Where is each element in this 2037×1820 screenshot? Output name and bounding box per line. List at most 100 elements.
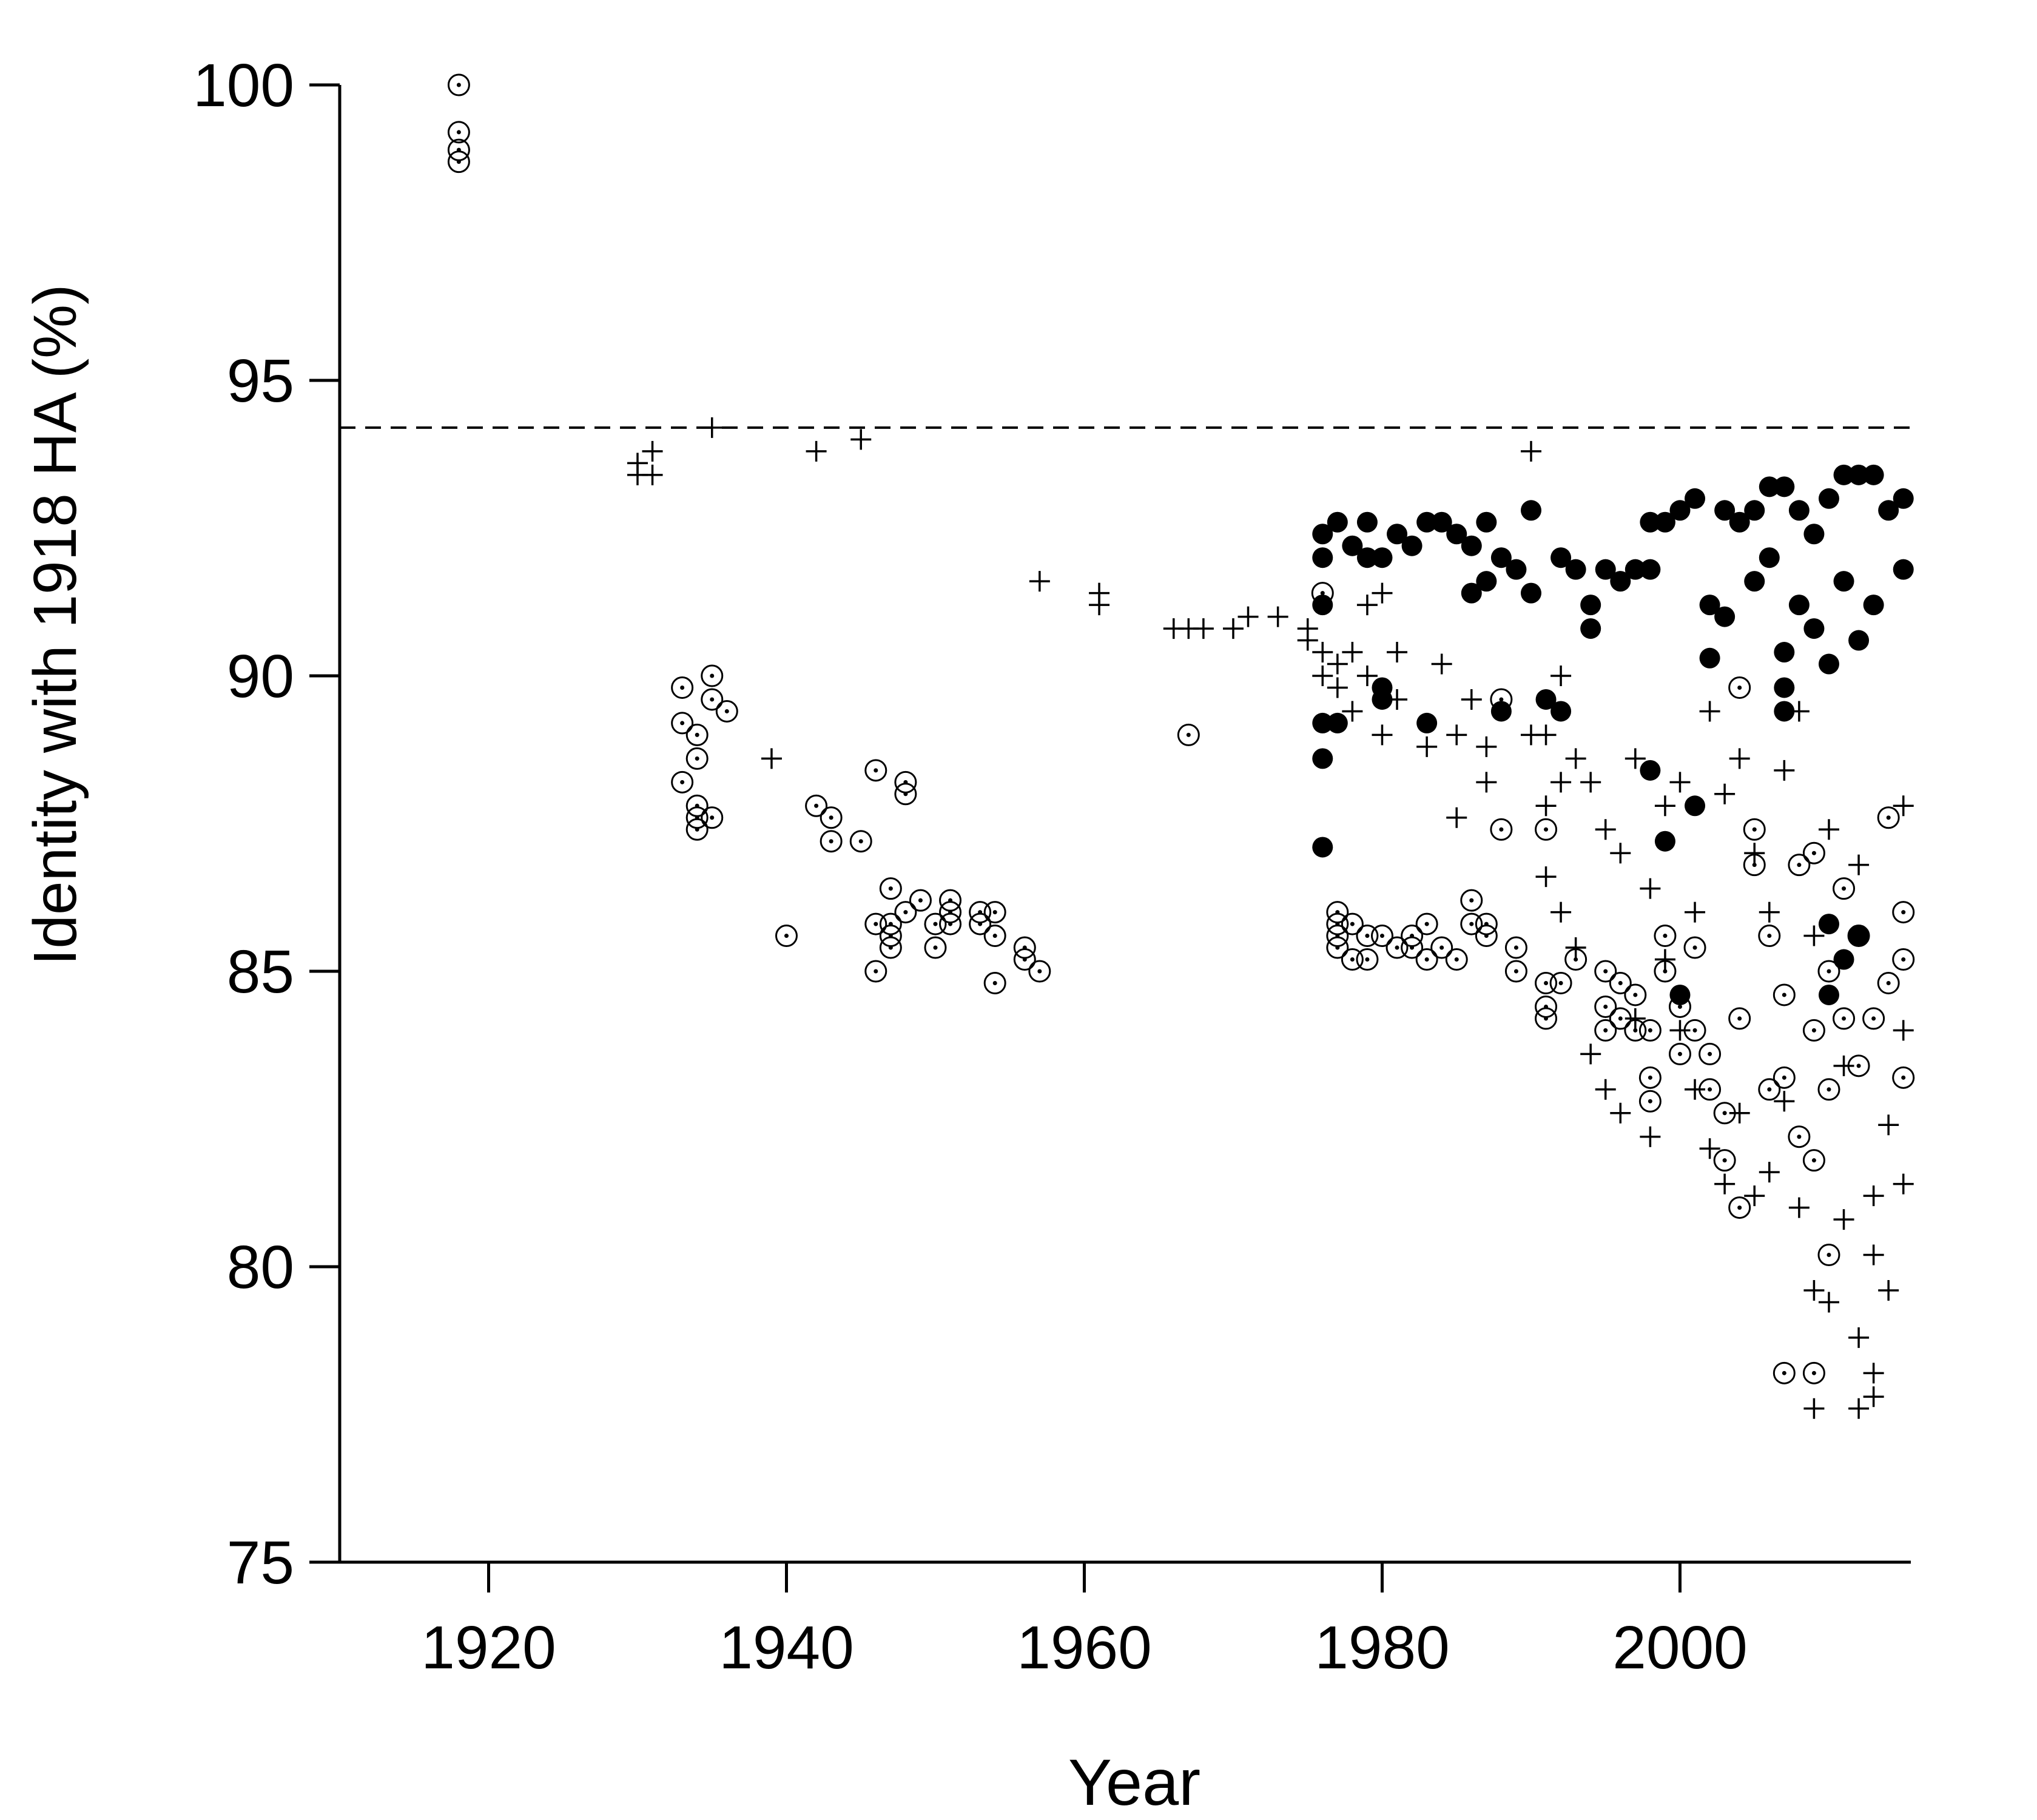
point [1610, 843, 1631, 864]
point [1714, 783, 1736, 804]
point [1461, 535, 1482, 556]
point [820, 806, 843, 829]
point [1877, 806, 1900, 829]
marker-dot [710, 673, 715, 678]
marker-disc [1788, 500, 1810, 521]
marker-ring [1326, 936, 1349, 959]
point [1803, 925, 1825, 946]
point [1372, 582, 1393, 604]
point [1535, 795, 1557, 817]
marker-dot [695, 827, 699, 832]
point [1640, 1126, 1661, 1147]
point [1699, 1042, 1722, 1065]
marker-ring [1341, 948, 1364, 971]
marker-disc [1848, 630, 1870, 651]
point [879, 912, 902, 935]
point [1848, 1398, 1870, 1419]
marker-disc [1431, 511, 1452, 533]
point [1654, 925, 1677, 948]
point [1327, 677, 1348, 698]
marker-dot [1395, 945, 1399, 950]
marker-disc [1685, 795, 1706, 817]
marker-disc [1759, 476, 1780, 497]
marker-disc [1774, 701, 1795, 722]
point [983, 901, 1006, 924]
marker-disc [1878, 500, 1899, 521]
point [1504, 936, 1527, 959]
marker-dot [1410, 945, 1415, 950]
point [775, 925, 798, 948]
marker-plus [1729, 1102, 1750, 1124]
point [1833, 1209, 1854, 1230]
marker-dot [1499, 697, 1504, 702]
point [1535, 971, 1558, 994]
marker-disc [1818, 914, 1839, 935]
marker-plus [1685, 902, 1706, 923]
marker-dot [1708, 1051, 1712, 1056]
point [1818, 984, 1839, 1005]
marker-ring [1594, 960, 1617, 983]
point [1788, 1197, 1810, 1218]
point [447, 73, 470, 96]
point [1802, 841, 1825, 864]
marker-dot [1677, 1004, 1682, 1009]
marker-ring [924, 936, 947, 959]
point [1297, 618, 1318, 639]
point [761, 748, 782, 769]
marker-dot [680, 721, 685, 726]
point [1327, 712, 1348, 733]
marker-plus [1714, 1173, 1736, 1195]
marker-ring [1773, 1066, 1796, 1089]
point [894, 901, 917, 924]
marker-ring [1370, 925, 1393, 948]
point [1744, 843, 1765, 864]
x-tick-label: 1940 [719, 1614, 854, 1682]
marker-dot [1842, 886, 1847, 891]
marker-ring [1668, 1042, 1691, 1065]
point [1699, 595, 1720, 616]
point [1446, 524, 1467, 545]
point [1326, 936, 1349, 959]
marker-dot [1752, 827, 1757, 832]
x-tick-label: 1960 [1017, 1614, 1151, 1682]
marker-dot [1901, 1075, 1906, 1080]
point [1638, 1066, 1662, 1089]
marker-plus [1342, 701, 1363, 722]
marker-plus [1461, 689, 1482, 710]
point [1029, 571, 1050, 592]
y-tick-label: 75 [227, 1529, 294, 1597]
marker-ring [1609, 971, 1632, 994]
marker-dot [1827, 1087, 1831, 1092]
point [1416, 511, 1438, 533]
point [1535, 724, 1557, 746]
point [850, 429, 872, 450]
marker-dot [680, 780, 685, 784]
point [1818, 914, 1839, 935]
marker-dot [1886, 980, 1891, 985]
marker-dot [1663, 969, 1668, 974]
marker-dot [992, 934, 997, 939]
marker-plus [1342, 642, 1363, 663]
marker-plus [1595, 819, 1616, 840]
marker-disc [1714, 606, 1736, 627]
point [1520, 582, 1541, 604]
point [1460, 889, 1483, 912]
point [1774, 476, 1795, 497]
marker-disc [1848, 925, 1870, 946]
point [820, 830, 843, 853]
marker-disc [1744, 500, 1765, 521]
point [1833, 464, 1854, 485]
marker-dot [1901, 957, 1906, 962]
point [1237, 606, 1259, 627]
point [1833, 1007, 1856, 1030]
point [1878, 1279, 1899, 1301]
marker-ring [775, 925, 798, 948]
point [1714, 1173, 1736, 1195]
marker-plus [1416, 736, 1438, 757]
point [685, 723, 709, 746]
marker-ring [1683, 936, 1706, 959]
marker-dot [1871, 1016, 1876, 1021]
point [1773, 1066, 1796, 1089]
marker-dot [1350, 957, 1355, 962]
marker-dot [1544, 827, 1549, 832]
